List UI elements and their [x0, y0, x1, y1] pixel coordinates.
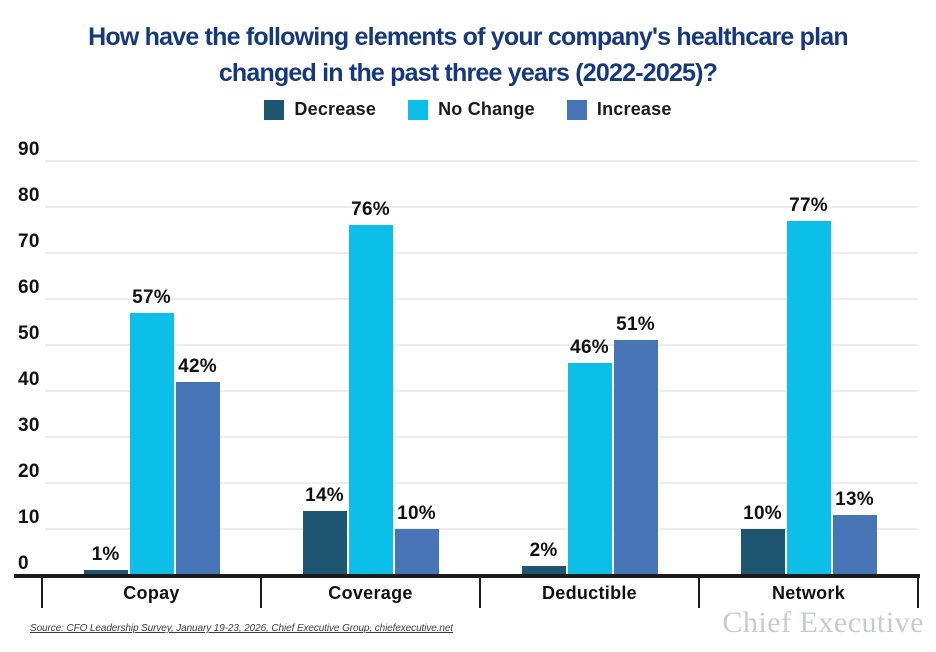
- bar-value-coverage-no-change: 76%: [351, 199, 390, 221]
- x-axis-tick-4: [917, 574, 919, 608]
- bar-value-copay-increase: 42%: [178, 355, 217, 377]
- category-label-deductible: Deductible: [541, 583, 637, 603]
- y-axis-label-40: 40: [18, 369, 40, 390]
- y-axis-label-80: 80: [18, 185, 40, 206]
- bar-deductible-no-change: [567, 363, 612, 575]
- legend-swatch-increase: [566, 99, 587, 120]
- gridline-20: [45, 482, 918, 484]
- gridline-60: [45, 298, 918, 300]
- gridline-40: [45, 390, 918, 392]
- category-label-coverage: Coverage: [328, 583, 413, 603]
- legend-swatch-decrease: [264, 99, 285, 120]
- y-axis-label-60: 60: [18, 277, 40, 298]
- bar-copay-no-change: [129, 312, 174, 575]
- gridline-80: [45, 206, 918, 208]
- y-axis-label-0: 0: [18, 553, 29, 574]
- brand-logo: Chief Executive: [722, 606, 924, 639]
- bar-value-deductible-increase: 51%: [616, 314, 655, 336]
- gridline-30: [45, 436, 918, 438]
- bar-value-network-decrease: 10%: [743, 503, 782, 524]
- legend-label-increase: Increase: [596, 99, 672, 119]
- legend: Decrease No Change Increase: [0, 99, 936, 120]
- legend-item-no-change: No Change: [408, 99, 535, 120]
- category-label-network: Network: [771, 583, 846, 603]
- bar-deductible-decrease: [521, 565, 566, 575]
- x-axis-tick-3: [698, 574, 700, 608]
- category-label-copay: Copay: [123, 583, 180, 603]
- bar-value-network-no-change: 77%: [789, 194, 828, 216]
- legend-item-increase: Increase: [566, 99, 672, 120]
- bar-deductible-increase: [613, 340, 658, 575]
- bar-network-increase: [832, 515, 877, 575]
- legend-label-decrease: Decrease: [294, 99, 377, 119]
- legend-label-no-change: No Change: [438, 99, 535, 119]
- bar-value-deductible-decrease: 2%: [529, 539, 558, 561]
- bar-value-coverage-decrease: 14%: [305, 484, 344, 506]
- x-axis-tick-0: [41, 574, 43, 608]
- gridline-10: [45, 528, 918, 530]
- bar-value-copay-no-change: 57%: [132, 286, 171, 308]
- y-axis-label-30: 30: [18, 415, 40, 436]
- bar-value-deductible-no-change: 46%: [570, 337, 609, 359]
- y-axis-label-10: 10: [18, 507, 40, 528]
- chart-title-line-2: changed in the past three years (2022-20…: [218, 59, 718, 87]
- y-axis-label-50: 50: [18, 323, 40, 344]
- legend-item-decrease: Decrease: [264, 99, 376, 120]
- bar-value-copay-decrease: 1%: [91, 544, 120, 566]
- bar-copay-decrease: [83, 570, 128, 575]
- x-axis-tick-2: [479, 574, 481, 608]
- bar-coverage-decrease: [302, 510, 347, 575]
- gridline-90: [45, 160, 918, 162]
- x-axis-tick-1: [260, 574, 262, 608]
- y-axis-label-20: 20: [18, 461, 40, 482]
- gridline-50: [45, 344, 918, 346]
- bar-value-network-increase: 13%: [835, 489, 874, 511]
- source-citation[interactable]: Source: CFO Leadership Survey, January 1…: [30, 623, 453, 634]
- bar-coverage-no-change: [348, 225, 393, 575]
- bar-network-decrease: [740, 529, 785, 575]
- y-axis-label-70: 70: [18, 231, 40, 252]
- bar-coverage-increase: [394, 529, 439, 575]
- chart-title-line-1: How have the following elements of your …: [88, 23, 848, 51]
- bar-value-coverage-increase: 10%: [397, 503, 436, 524]
- y-axis-label-90: 90: [18, 139, 40, 160]
- legend-swatch-no-change: [408, 99, 429, 120]
- chart-title: How have the following elements of your …: [0, 19, 936, 91]
- x-axis-line: [14, 574, 920, 578]
- gridline-70: [45, 252, 918, 254]
- bar-network-no-change: [786, 220, 831, 575]
- bar-copay-increase: [175, 381, 220, 575]
